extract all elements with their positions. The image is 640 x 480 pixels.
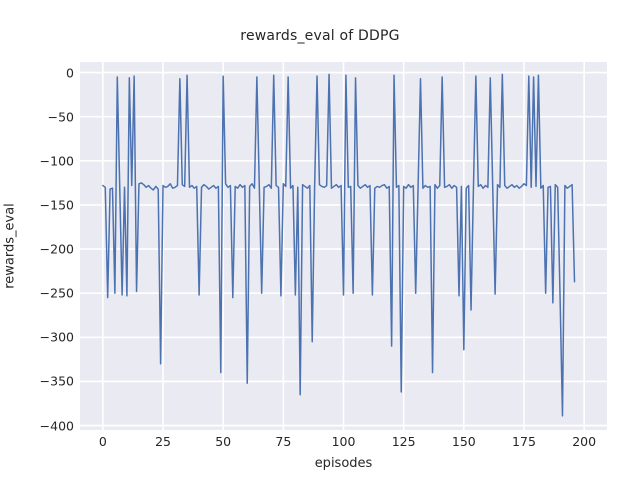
page-title: rewards_eval of DDPG: [240, 28, 400, 44]
y-tick-label: −300: [39, 329, 74, 345]
y-axis-tick-labels: 0 −50 −100 −150 −200 −250 −300 −350 −400: [0, 62, 74, 434]
x-tick-label: 0: [98, 434, 107, 449]
y-tick-label: −100: [39, 153, 74, 169]
y-tick-label: 0: [66, 65, 74, 81]
x-tick-label: 50: [215, 434, 232, 449]
x-tick-label: 25: [155, 434, 171, 449]
y-tick-label: −200: [39, 241, 74, 257]
x-axis-label: episodes: [314, 456, 373, 471]
x-tick-label: 150: [451, 434, 476, 449]
x-tick-label: 100: [331, 434, 356, 449]
y-tick-label: −50: [47, 109, 74, 125]
y-tick-label: −150: [39, 197, 74, 213]
x-tick-label: 125: [391, 434, 416, 449]
y-tick-label: −400: [39, 418, 74, 434]
x-tick-label: 200: [572, 434, 597, 449]
y-axis-label: rewards_eval: [2, 203, 18, 289]
x-tick-label: 175: [512, 434, 536, 449]
x-axis-tick-labels: 0 25 50 75 100 125 150 175 200: [80, 434, 607, 454]
plot-area: [80, 62, 607, 430]
x-tick-label: 75: [275, 434, 292, 449]
y-tick-label: −250: [39, 285, 74, 301]
y-tick-label: −350: [39, 373, 74, 389]
data-series-line: [102, 73, 576, 417]
